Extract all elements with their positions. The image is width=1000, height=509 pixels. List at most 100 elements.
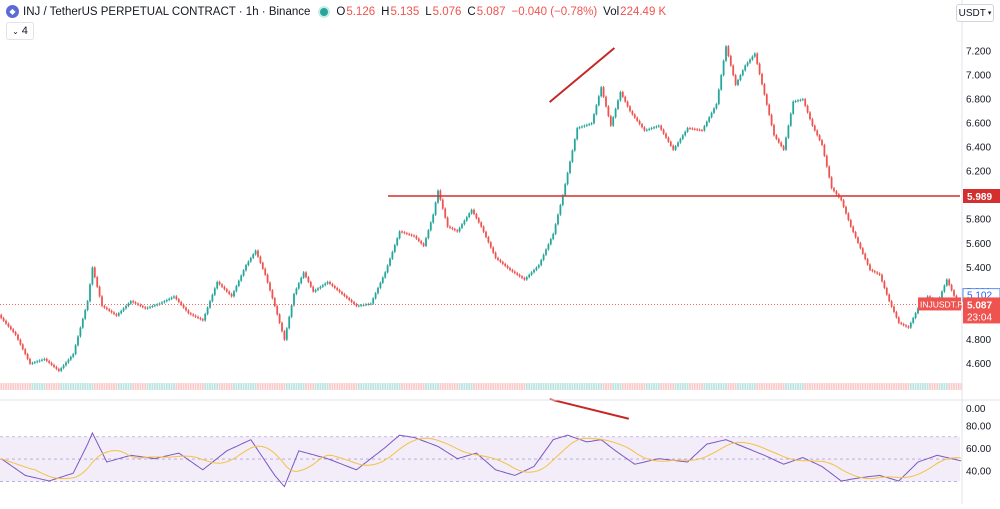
- candle: [240, 275, 243, 281]
- candle: [429, 222, 432, 231]
- candle: [866, 259, 869, 265]
- candle: [662, 129, 665, 134]
- volume-bar: [571, 383, 574, 390]
- volume-bar: [288, 383, 291, 390]
- candle: [350, 299, 353, 302]
- volume-bar: [7, 383, 10, 390]
- volume-bar: [602, 383, 605, 390]
- candle: [24, 349, 27, 355]
- volume-bar: [924, 383, 927, 390]
- volume-bar: [21, 383, 24, 390]
- volume-bar: [773, 383, 775, 390]
- candle: [365, 304, 367, 306]
- candle: [770, 114, 773, 126]
- volume-bar: [413, 383, 415, 390]
- volume-bar: [324, 383, 327, 390]
- candle: [103, 305, 106, 308]
- candle: [410, 234, 413, 236]
- volume-bar: [468, 383, 471, 390]
- volume-bar: [379, 383, 382, 390]
- volume-bar: [547, 383, 550, 390]
- candle: [233, 291, 235, 297]
- volume-bar: [113, 383, 115, 390]
- candle: [0, 314, 3, 319]
- candle: [249, 257, 252, 262]
- rsi-trendline[interactable]: [549, 398, 630, 420]
- volume-bar: [161, 383, 163, 390]
- volume-bar: [542, 383, 545, 390]
- volume-bar: [391, 383, 394, 390]
- volume-bar: [799, 383, 802, 390]
- volume-bar: [449, 383, 451, 390]
- volume-bar: [482, 383, 485, 390]
- candle: [242, 270, 245, 276]
- volume-bar: [494, 383, 497, 390]
- currency-select[interactable]: USDT ▾: [956, 4, 994, 22]
- candle: [708, 117, 711, 122]
- volume-bar: [593, 383, 595, 390]
- candle: [117, 313, 120, 316]
- candle: [149, 306, 151, 308]
- symbol-title[interactable]: INJ / TetherUS PERPETUAL CONTRACT · 1h ·…: [23, 5, 311, 18]
- candle: [194, 315, 197, 317]
- volume-bar: [715, 383, 718, 390]
- volume-bar: [953, 383, 955, 390]
- volume-bar: [165, 383, 168, 390]
- candle: [693, 128, 696, 130]
- volume-bar: [732, 383, 735, 390]
- low-label: L: [425, 5, 432, 18]
- volume-bar: [614, 383, 617, 390]
- volume-bar: [797, 383, 799, 390]
- volume-bar: [645, 383, 648, 390]
- volume-bar: [749, 383, 751, 390]
- candle: [537, 265, 540, 268]
- indicators-collapse-button[interactable]: ⌄ 4: [6, 22, 34, 40]
- volume-bar: [276, 383, 279, 390]
- candle: [163, 301, 166, 303]
- volume-bar: [365, 383, 367, 390]
- candle: [569, 161, 571, 173]
- volume-bar: [429, 383, 432, 390]
- candle: [761, 73, 763, 85]
- symbol-name-text: INJUSDT.P: [920, 299, 963, 309]
- candle: [782, 146, 785, 150]
- last-price-text: 5.087: [967, 300, 992, 311]
- candle: [225, 289, 228, 292]
- candle: [744, 65, 747, 71]
- volume-bar: [763, 383, 766, 390]
- candle: [470, 209, 473, 214]
- volume-bar: [753, 383, 756, 390]
- candle: [861, 248, 864, 254]
- volume-bar: [230, 383, 233, 390]
- high-value: 5.135: [390, 5, 420, 18]
- price-trendline[interactable]: [548, 47, 616, 103]
- candle: [506, 265, 509, 268]
- candle: [427, 230, 430, 239]
- volume-bar: [708, 383, 711, 390]
- candle: [734, 75, 737, 85]
- volume-bar: [559, 383, 562, 390]
- volume-bar: [722, 383, 725, 390]
- volume-bar: [866, 383, 869, 390]
- candle: [422, 243, 425, 246]
- candle: [449, 226, 451, 228]
- candle: [245, 265, 247, 271]
- candle: [581, 126, 583, 128]
- candle: [247, 261, 250, 266]
- candle: [801, 99, 804, 101]
- volume-bar: [854, 383, 857, 390]
- candle: [696, 129, 699, 131]
- candle: [746, 62, 749, 66]
- volume-bar: [751, 383, 754, 390]
- candle: [749, 59, 751, 63]
- candle: [367, 303, 370, 305]
- volume-bar: [669, 383, 672, 390]
- candle: [451, 227, 454, 230]
- volume-bar: [696, 383, 699, 390]
- volume-bar: [437, 383, 439, 390]
- volume-bar: [511, 383, 514, 390]
- volume-bar: [845, 383, 847, 390]
- candle: [583, 125, 586, 127]
